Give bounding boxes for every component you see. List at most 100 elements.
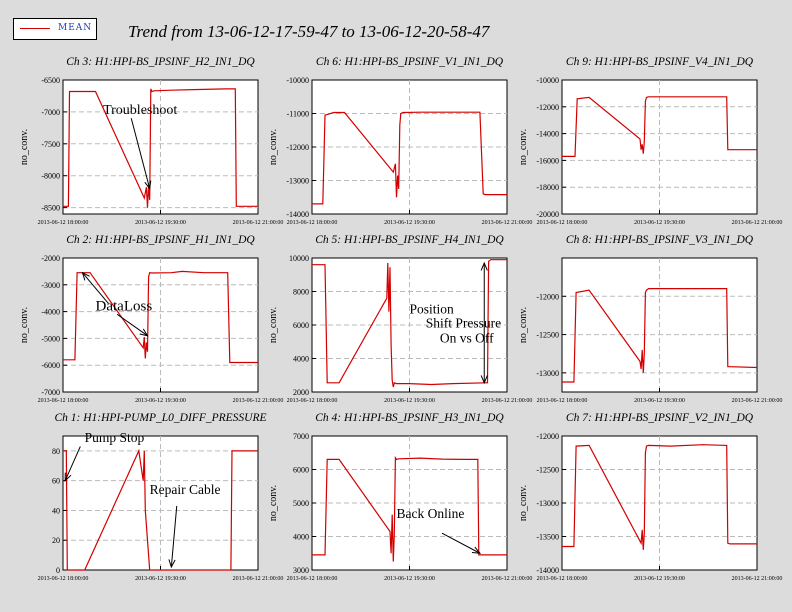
y-tick-label: -6000 xyxy=(41,361,60,370)
y-tick-label: -14000 xyxy=(536,566,559,575)
y-tick-label: 5000 xyxy=(293,499,309,508)
x-tick-label: 2013-06-12 19:30:00 xyxy=(634,398,685,404)
annotation-arrow xyxy=(170,505,178,568)
chart-title: Ch 2: H1:HPI-BS_IPSINF_H1_IN1_DQ xyxy=(66,234,255,246)
y-tick-label: 2000 xyxy=(293,388,309,397)
y-tick-label: 80 xyxy=(52,447,60,456)
y-tick-label: -12500 xyxy=(536,331,559,340)
annotation-arrow xyxy=(130,118,151,189)
series-line xyxy=(312,111,507,205)
chart-panel-2: Ch 6: H1:HPI-BS_IPSINF_V1_IN1_DQ no_conv.… xyxy=(268,56,532,226)
annotation-repair-cable: Repair Cable xyxy=(150,482,221,497)
series-line xyxy=(562,96,757,157)
y-tick-label: 4000 xyxy=(293,533,309,542)
y-tick-label: 6000 xyxy=(293,321,309,330)
x-tick-label: 2013-06-12 18:00:00 xyxy=(38,576,89,582)
y-tick-label: 7000 xyxy=(293,432,309,441)
y-tick-label: -13000 xyxy=(536,369,559,378)
chart-panel-8: Ch 4: H1:HPI-BS_IPSINF_H3_IN1_DQ no_conv.… xyxy=(268,412,532,582)
y-tick-label: -18000 xyxy=(536,183,559,192)
figure-title: Trend from 13-06-12-17-59-47 to 13-06-12… xyxy=(128,22,490,41)
series-line xyxy=(63,88,258,208)
annotation-arrow xyxy=(441,532,481,554)
annotation-back-online: Back Online xyxy=(397,506,465,521)
x-tick-label: 2013-06-12 21:00:00 xyxy=(732,576,783,582)
x-tick-label: 2013-06-12 21:00:00 xyxy=(482,576,533,582)
legend-label: MEAN xyxy=(58,23,93,33)
x-tick-label: 2013-06-12 21:00:00 xyxy=(482,398,533,404)
arrow-head xyxy=(81,271,90,281)
y-tick-label: -12000 xyxy=(286,143,309,152)
chart-panel-3: Ch 9: H1:HPI-BS_IPSINF_V4_IN1_DQ no_conv.… xyxy=(518,56,782,226)
x-tick-label: 2013-06-12 19:30:00 xyxy=(135,220,186,226)
x-tick-label: 2013-06-12 19:30:00 xyxy=(135,398,186,404)
arrow-head xyxy=(144,180,152,190)
y-tick-label: -13000 xyxy=(536,499,559,508)
y-axis-label: no_conv. xyxy=(268,485,279,521)
y-axis-label: no_conv. xyxy=(19,129,30,165)
y-tick-label: -10000 xyxy=(536,76,559,85)
y-tick-label: 40 xyxy=(52,506,60,515)
y-tick-label: 60 xyxy=(52,477,60,486)
x-tick-label: 2013-06-12 18:00:00 xyxy=(287,220,338,226)
x-tick-label: 2013-06-12 21:00:00 xyxy=(732,220,783,226)
x-tick-label: 2013-06-12 18:00:00 xyxy=(38,398,89,404)
y-tick-label: -13000 xyxy=(286,177,309,186)
x-tick-label: 2013-06-12 21:00:00 xyxy=(482,220,533,226)
y-tick-label: -20000 xyxy=(536,210,559,219)
y-axis-label: no_conv. xyxy=(268,307,279,343)
x-tick-label: 2013-06-12 18:00:00 xyxy=(537,576,588,582)
legend-swatch xyxy=(20,28,50,29)
y-tick-label: -3000 xyxy=(41,281,60,290)
x-tick-label: 2013-06-12 18:00:00 xyxy=(537,220,588,226)
annotation-arrow xyxy=(82,272,109,304)
y-tick-label: -2000 xyxy=(41,254,60,263)
y-tick-label: 0 xyxy=(56,566,60,575)
y-tick-label: -12000 xyxy=(536,292,559,301)
series-line xyxy=(562,288,758,383)
series-line xyxy=(63,270,258,364)
arrow-head xyxy=(480,375,488,385)
x-tick-label: 2013-06-12 18:00:00 xyxy=(38,220,89,226)
chart-title: Ch 4: H1:HPI-BS_IPSINF_H3_IN1_DQ xyxy=(315,412,504,424)
y-tick-label: -10000 xyxy=(286,76,309,85)
chart-panel-5: Ch 5: H1:HPI-BS_IPSINF_H4_IN1_DQ no_conv.… xyxy=(268,234,532,404)
y-tick-label: -12000 xyxy=(536,103,559,112)
annotation-dataloss: DataLoss xyxy=(96,298,153,314)
series-line xyxy=(562,444,757,550)
y-tick-label: 6000 xyxy=(293,466,309,475)
x-tick-label: 2013-06-12 19:30:00 xyxy=(634,576,685,582)
y-tick-label: -5000 xyxy=(41,334,60,343)
chart-title: Ch 1: H1:HPI-PUMP_L0_DIFF_PRESSURE xyxy=(54,412,266,424)
legend: MEAN xyxy=(13,18,97,40)
y-tick-label: -7500 xyxy=(41,140,60,149)
y-tick-label: -14000 xyxy=(536,130,559,139)
y-tick-label: 3000 xyxy=(293,566,309,575)
y-tick-label: -6500 xyxy=(41,76,60,85)
y-tick-label: -13500 xyxy=(536,533,559,542)
series-line xyxy=(312,259,507,388)
y-tick-label: -12000 xyxy=(536,432,559,441)
y-tick-label: -8000 xyxy=(41,172,60,181)
arrow-head xyxy=(480,261,488,271)
y-axis-label: no_conv. xyxy=(19,307,30,343)
series-line xyxy=(63,448,258,571)
x-tick-label: 2013-06-12 19:30:00 xyxy=(384,576,435,582)
arrow-head xyxy=(168,559,176,569)
x-tick-label: 2013-06-12 21:00:00 xyxy=(233,576,284,582)
y-axis-label: no_conv. xyxy=(518,485,529,521)
annotation-troubleshoot: Troubleshoot xyxy=(103,103,177,118)
chart-panel-4: Ch 2: H1:HPI-BS_IPSINF_H1_IN1_DQ no_conv.… xyxy=(19,234,283,404)
chart-panel-7: Ch 1: H1:HPI-PUMP_L0_DIFF_PRESSURE 80 60 40… xyxy=(38,412,284,582)
y-tick-label: 8000 xyxy=(293,288,309,297)
series-line xyxy=(312,455,507,562)
y-axis-label: no_conv. xyxy=(518,307,529,343)
y-axis-label: no_conv. xyxy=(268,129,279,165)
y-tick-label: -7000 xyxy=(41,108,60,117)
y-tick-label: 10000 xyxy=(289,254,309,263)
y-tick-label: -16000 xyxy=(536,156,559,165)
y-tick-label: 4000 xyxy=(293,355,309,364)
x-tick-label: 2013-06-12 21:00:00 xyxy=(233,398,284,404)
